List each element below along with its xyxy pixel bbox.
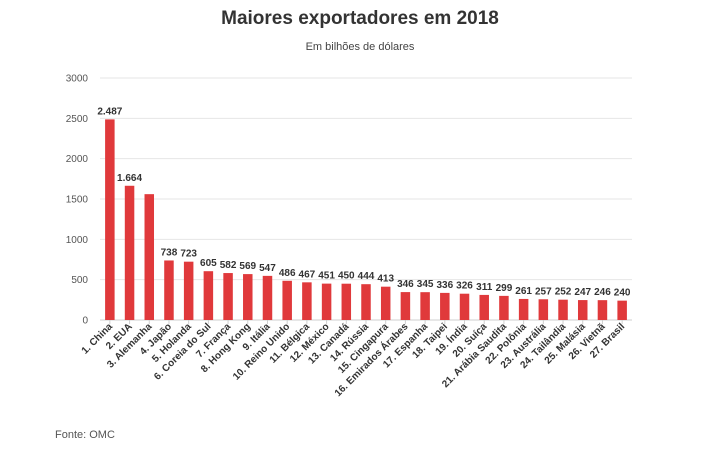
y-tick-label: 3000 [66, 74, 89, 85]
data-label: 252 [555, 287, 572, 298]
data-label: 547 [259, 263, 276, 274]
data-label: 326 [456, 281, 473, 292]
bar [302, 282, 312, 320]
data-label: 2.487 [97, 106, 122, 117]
bar [361, 284, 371, 320]
data-label: 582 [220, 260, 237, 271]
data-label: 346 [397, 279, 414, 290]
data-label: 1.664 [117, 173, 142, 184]
bar [124, 185, 135, 320]
data-label: 246 [594, 287, 611, 298]
y-tick-label: 0 [82, 316, 88, 327]
bar [243, 274, 253, 320]
data-label: 723 [180, 249, 197, 260]
data-label: 261 [515, 286, 532, 297]
chart-subtitle: Em bilhões de dólares [305, 41, 415, 53]
bar [420, 292, 430, 320]
y-tick-label: 2500 [66, 114, 89, 125]
bar [183, 261, 194, 320]
data-label: 486 [279, 268, 296, 279]
data-label: 569 [239, 261, 256, 272]
y-tick-label: 1000 [66, 235, 89, 246]
source-note: Fonte: OMC [55, 429, 115, 441]
y-tick-label: 2000 [66, 154, 89, 165]
bar [617, 300, 627, 320]
bar [380, 286, 391, 320]
data-label: 299 [496, 283, 513, 294]
bar [499, 295, 509, 320]
bar [321, 283, 332, 320]
bar [223, 273, 233, 320]
bar [597, 300, 608, 320]
data-label: 240 [614, 288, 631, 299]
bar [105, 119, 115, 320]
bar [164, 260, 174, 320]
data-label: 451 [318, 271, 335, 282]
data-label: 413 [377, 274, 394, 285]
data-label: 605 [200, 258, 217, 269]
data-label: 467 [299, 269, 316, 280]
bar [203, 271, 214, 320]
data-label: 450 [338, 271, 355, 282]
bar [558, 299, 568, 320]
chart-title: Maiores exportadores em 2018 [221, 8, 499, 29]
bar [400, 292, 411, 320]
data-label: 345 [417, 279, 434, 290]
bar [144, 194, 155, 320]
y-tick-label: 1500 [66, 195, 89, 206]
data-label: 247 [574, 287, 591, 298]
bar [577, 300, 588, 320]
data-label: 738 [161, 247, 178, 258]
bar [538, 299, 549, 320]
bar [479, 294, 489, 320]
bar [262, 275, 273, 320]
data-label: 336 [436, 280, 453, 291]
bar [282, 280, 292, 320]
data-label: 311 [476, 282, 493, 293]
bar [341, 283, 352, 320]
data-label: 257 [535, 286, 552, 297]
bar [459, 293, 470, 320]
bar [440, 292, 450, 320]
bar [518, 298, 529, 320]
data-label: 444 [358, 271, 375, 282]
y-tick-label: 500 [71, 275, 88, 286]
